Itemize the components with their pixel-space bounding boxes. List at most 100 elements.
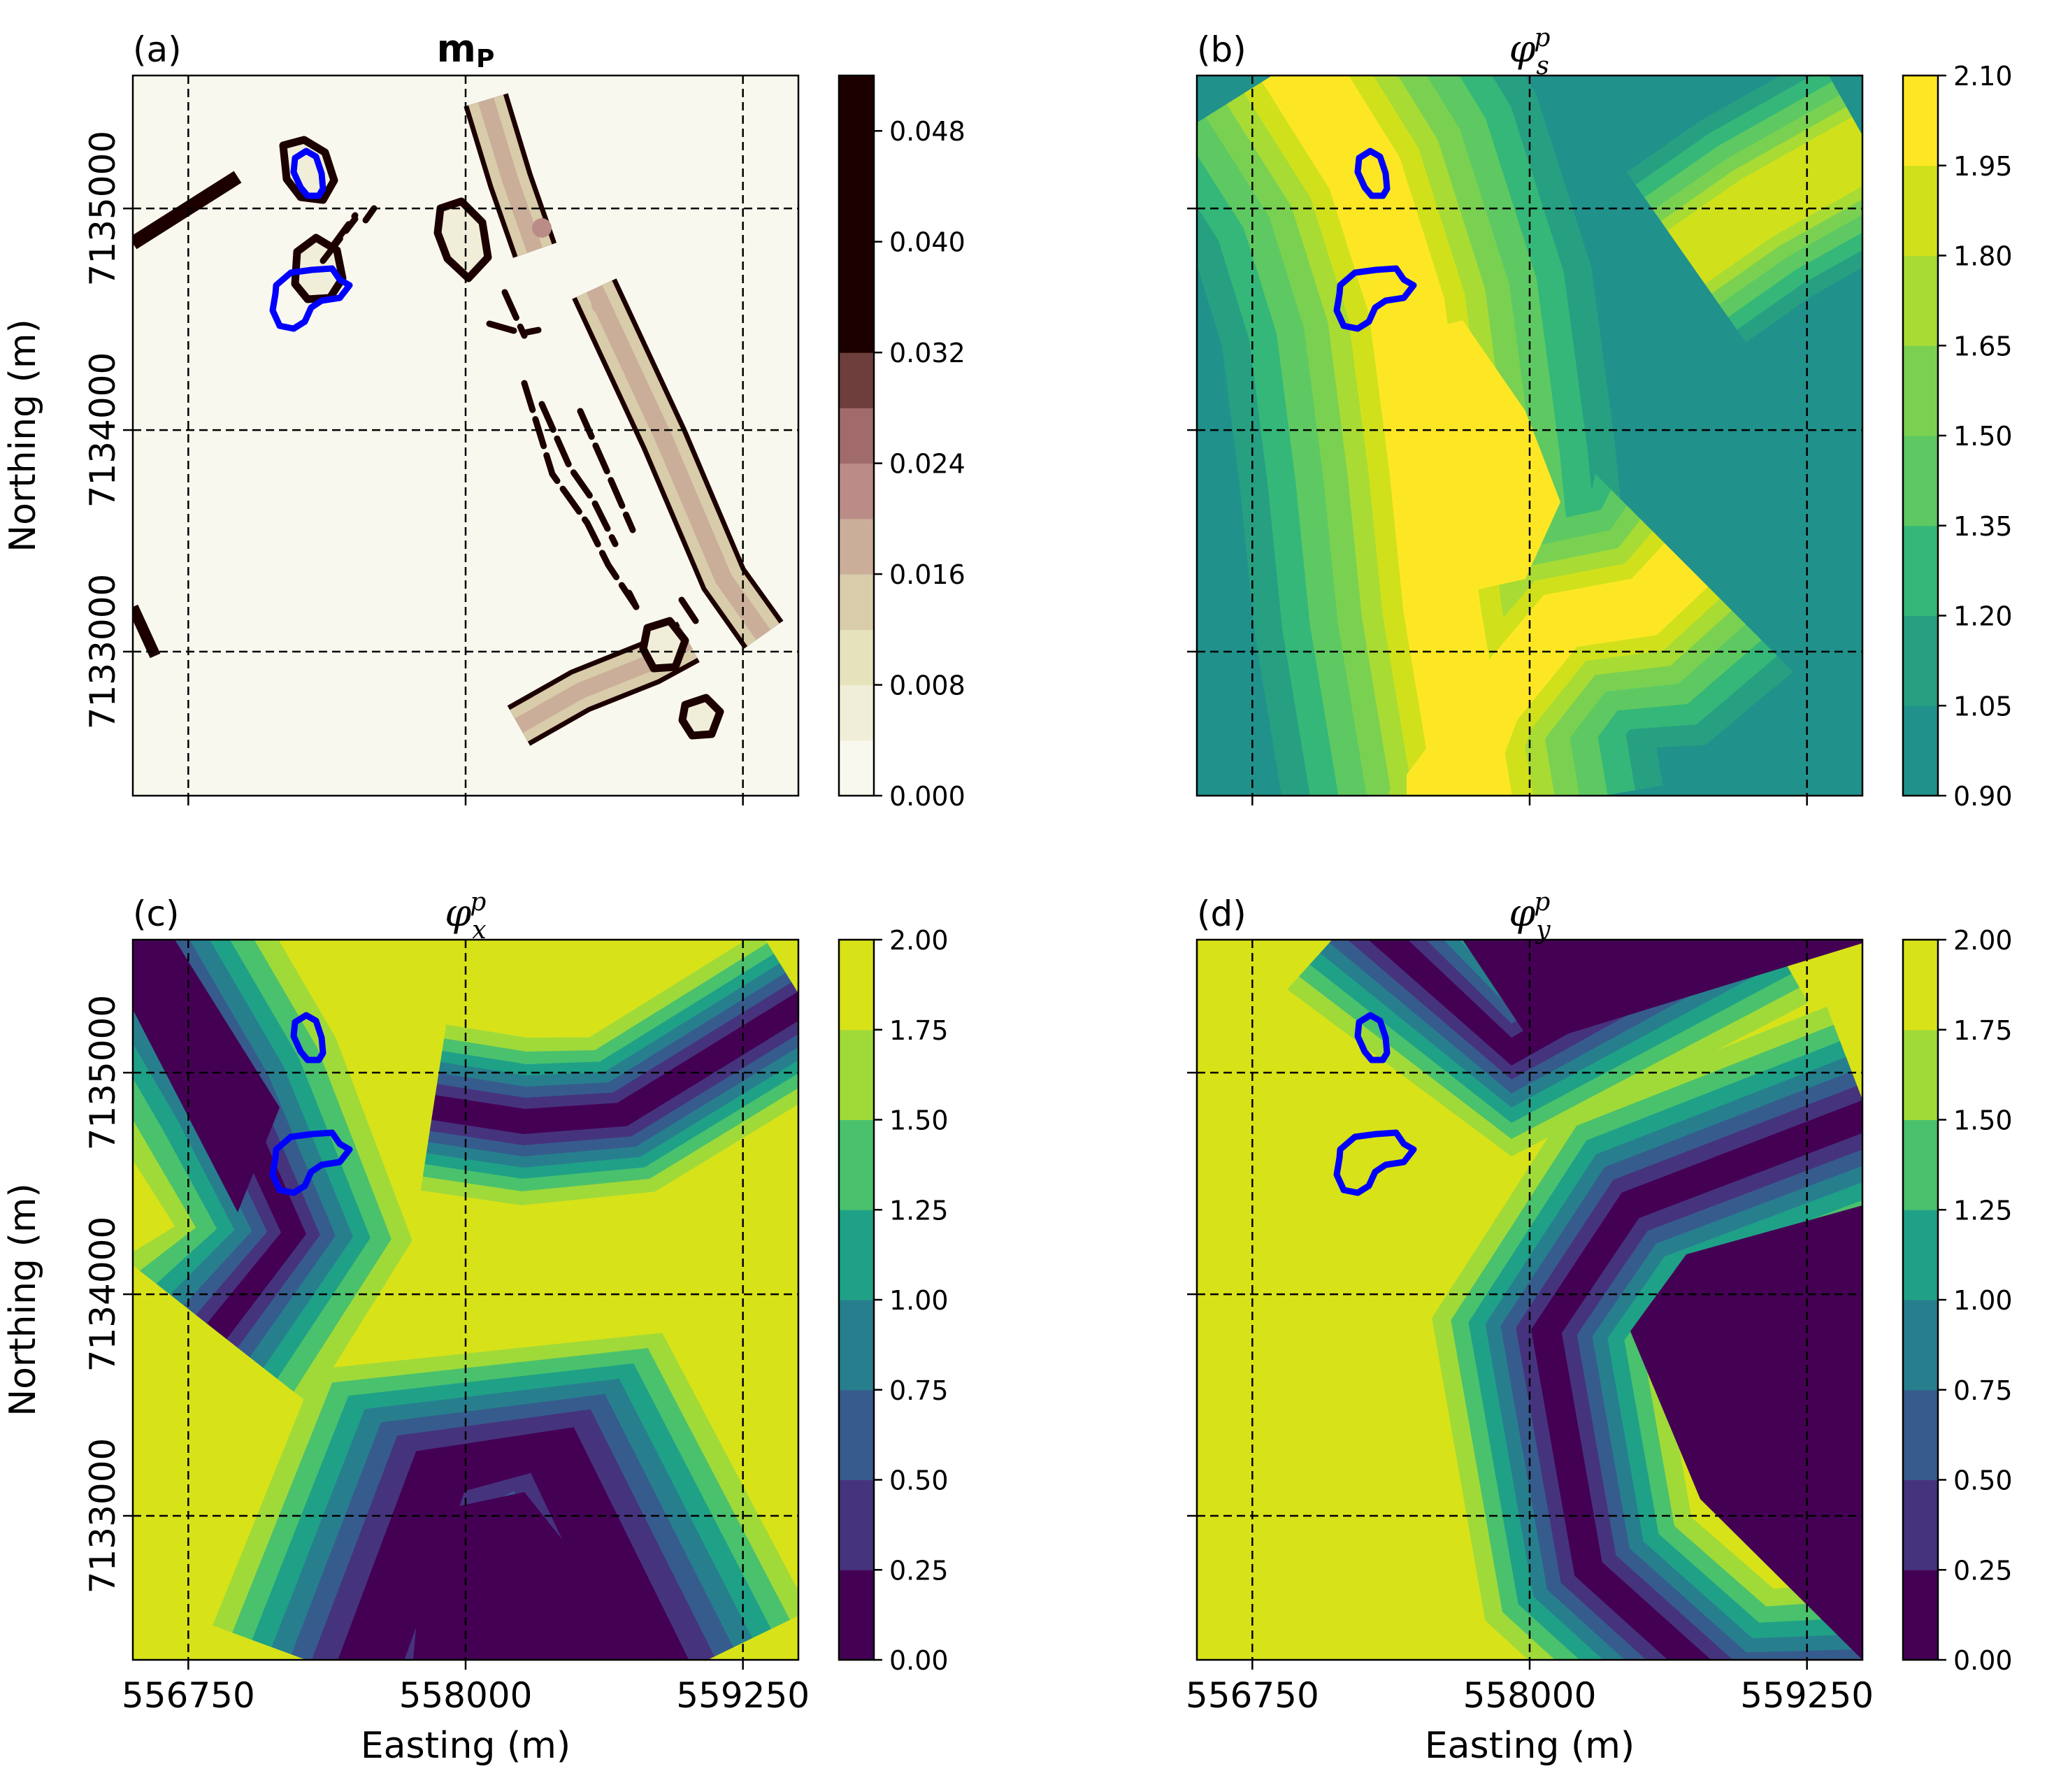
x-tick-label: 559250 — [676, 1675, 810, 1716]
colorbar-segment — [1903, 1210, 1938, 1300]
contour-band — [1667, 117, 1862, 285]
anomaly-blob — [678, 694, 724, 740]
colorbar: 0.000 0.008 0.016 0.024 0.032 0.040 0.048 — [838, 74, 965, 812]
colorbar-tick-label: 2.00 — [1953, 925, 2013, 956]
colorbar-segment — [1903, 525, 1938, 616]
anomaly-blob — [433, 197, 492, 282]
colorbar-tick-label: 0.00 — [889, 1645, 949, 1676]
colorbar-tick-label: 1.75 — [889, 1015, 949, 1046]
colorbar-tick-label: 0.50 — [1953, 1465, 2013, 1496]
colorbar-tick-label: 1.35 — [1953, 511, 2013, 542]
colorbar: 0.00 0.25 0.50 0.75 1.00 1.25 1.50 1.75 2.00 — [838, 925, 949, 1676]
plot-area — [1197, 940, 1862, 1660]
anomaly-peak — [591, 296, 608, 313]
x-tick-label: 558000 — [399, 1675, 533, 1716]
colorbar-tick-label: 0.90 — [1953, 781, 2013, 812]
target-outline — [269, 1129, 353, 1196]
colorbar-segment — [1903, 436, 1938, 526]
x-axis-label: Easting (m) — [361, 1725, 570, 1767]
title-sup: p — [470, 888, 486, 917]
plot-area — [133, 76, 798, 796]
colorbar-tick-label: 1.50 — [889, 1105, 949, 1136]
colorbar-tick-label: 1.25 — [1953, 1195, 2013, 1226]
plot-area — [1197, 76, 1862, 796]
contour-band-min — [412, 1492, 659, 1660]
colorbar-segment — [1903, 1300, 1938, 1391]
colorbar-segment — [1903, 705, 1938, 796]
anomaly-edge-line — [538, 401, 619, 547]
y-axis-label: Northing (m) — [2, 1183, 44, 1417]
colorbar-tick-label: 1.25 — [889, 1195, 949, 1226]
colorbar-tick-label: 0.25 — [889, 1555, 949, 1586]
colorbar-tick-label: 1.75 — [1953, 1015, 2013, 1046]
target-outline — [290, 148, 326, 199]
anomaly-core — [477, 97, 543, 253]
target-outline — [290, 1012, 326, 1063]
colorbar-segment — [839, 1389, 874, 1480]
contour-band-max — [1410, 320, 1560, 593]
panel-label: (c) — [133, 894, 180, 934]
colorbar-segment — [839, 408, 874, 464]
colorbar-segment — [1903, 165, 1938, 256]
anomaly-strip — [133, 171, 242, 250]
title-sub: P — [476, 45, 494, 73]
x-axis-label: Easting (m) — [1425, 1725, 1635, 1767]
contour-band — [1423, 543, 1709, 796]
anomaly-edge-line — [577, 408, 636, 533]
colorbar-tick-label: 0.048 — [889, 116, 965, 147]
contour-band-min — [133, 940, 280, 1212]
y-tick-label: 7133000 — [82, 574, 123, 730]
panel-title: φp y — [1509, 888, 1551, 945]
colorbar-tick-label: 1.50 — [1953, 1105, 2013, 1136]
colorbar-tick-label: 1.65 — [1953, 331, 2013, 361]
title-main: φ — [1509, 891, 1535, 935]
contour-band-max — [1407, 747, 1475, 796]
anomaly-edge-line — [521, 380, 640, 610]
colorbar-tick-label: 1.95 — [1953, 151, 2013, 182]
colorbar-tick-label: 0.00 — [1953, 1645, 2013, 1676]
colorbar-tick-label: 0.75 — [889, 1375, 949, 1406]
title-sub: s — [1536, 52, 1549, 80]
colorbar-tick-label: 0.016 — [889, 559, 965, 590]
plot-area — [133, 940, 798, 1660]
colorbar-segment — [1903, 1029, 1938, 1120]
contour-band — [1262, 76, 1512, 796]
title-sup: p — [1534, 888, 1550, 917]
title-main: φ — [445, 891, 471, 935]
colorbar-segment — [839, 940, 874, 1031]
anomaly-core — [586, 285, 771, 640]
panel-c: 556750 558000 559250 7133000 7134000 7135000 E… — [2, 888, 949, 1767]
contour-band-min — [1630, 1205, 1862, 1660]
colorbar-tick-label: 1.20 — [1953, 601, 2013, 632]
colorbar-tick-label: 1.50 — [1953, 421, 2013, 452]
colorbar-segment — [1903, 940, 1938, 1031]
panel-title: φp x — [445, 888, 486, 945]
colorbar-segment — [839, 1479, 874, 1570]
colorbar-segment — [1903, 76, 1938, 166]
colorbar-segment — [839, 1029, 874, 1120]
contour-band — [431, 991, 798, 1134]
target-outline — [1354, 148, 1391, 199]
anomaly-edge-line — [362, 205, 378, 224]
colorbar-segment — [839, 352, 874, 408]
colorbar-segment — [1903, 1570, 1938, 1661]
anomaly-edge-line — [486, 320, 517, 334]
colorbar-segment — [839, 740, 874, 796]
panel-b: (b) φp s 0.90 1.05 1.20 1.35 1.50 1.65 1.80 1.95 2.… — [1187, 24, 2013, 812]
colorbar: 0.00 0.25 0.50 0.75 1.00 1.25 1.50 1.75 2.00 — [1902, 925, 2013, 1676]
y-axis-label: Northing (m) — [2, 319, 44, 552]
colorbar-tick-label: 2.00 — [889, 925, 949, 956]
colorbar-segment — [839, 629, 874, 686]
panel-title: mP — [437, 27, 495, 73]
y-tick-label: 7135000 — [82, 995, 123, 1151]
colorbar-segment — [839, 518, 874, 575]
anomaly-edge-line — [521, 327, 542, 336]
colorbar-tick-label: 0.50 — [889, 1465, 949, 1496]
colorbar-segment — [839, 1300, 874, 1391]
y-tick-label: 7134000 — [82, 1217, 123, 1372]
colorbar-frame — [838, 74, 875, 797]
target-outline — [1333, 1129, 1417, 1196]
x-tick-label: 556750 — [1186, 1675, 1319, 1716]
